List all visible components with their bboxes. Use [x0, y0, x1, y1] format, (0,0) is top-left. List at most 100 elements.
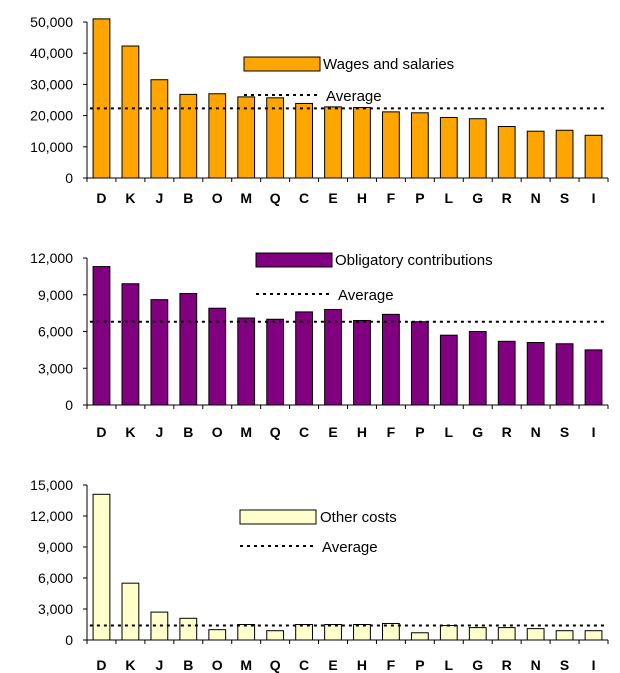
chart-1: 0 10,000 20,000 30,000 40,000 50,000 D K J B O M Q C E…	[30, 14, 609, 206]
bar-O	[208, 93, 227, 179]
bar-L	[439, 334, 458, 406]
bar-C	[295, 624, 313, 641]
y-tick-label: 3,000	[38, 601, 73, 617]
x-tick-label: M	[240, 657, 252, 673]
legend-swatch	[239, 509, 317, 525]
legend-average-label: Average	[338, 287, 394, 304]
bar-D	[92, 493, 111, 641]
bar-P	[410, 632, 429, 641]
bar-Q	[266, 318, 285, 406]
bar-J	[150, 79, 169, 179]
x-tick-label: H	[357, 424, 367, 440]
legend-average-label: Average	[322, 539, 378, 556]
x-tick-label: C	[299, 657, 309, 673]
y-tick-label: 30,000	[30, 76, 73, 92]
bar-K	[121, 283, 140, 406]
x-tick-label: G	[472, 657, 483, 673]
y-tick-label: 15,000	[30, 477, 73, 493]
x-tick-label: F	[387, 190, 396, 206]
x-tick-label: C	[299, 424, 309, 440]
x-tick-label: N	[531, 657, 541, 673]
bar-Q	[266, 630, 285, 641]
x-tick-label: D	[96, 657, 106, 673]
legend: Obligatory contributions Average	[255, 252, 493, 304]
x-tick-label: E	[328, 424, 337, 440]
bar-G	[468, 118, 487, 179]
bar-G	[468, 627, 487, 641]
y-tick-label: 50,000	[30, 14, 73, 30]
bar-I	[584, 349, 603, 406]
x-tick-label: F	[387, 424, 396, 440]
bar-H	[353, 319, 371, 406]
y-tick-label: 10,000	[30, 139, 73, 155]
bar-M	[237, 624, 256, 641]
y-tick-label: 6,000	[38, 324, 73, 340]
bar-P	[410, 112, 429, 179]
x-tick-label: R	[502, 424, 512, 440]
bar-E	[324, 624, 342, 641]
bar-O	[208, 629, 227, 641]
bar-F	[382, 622, 400, 641]
bar-B	[179, 617, 198, 641]
legend: Other costs Average	[239, 509, 397, 556]
y-tick-label: 0	[65, 170, 73, 186]
bar-H	[353, 106, 371, 179]
legend-swatch	[243, 56, 321, 72]
x-tick-label: B	[183, 657, 193, 673]
x-tick-label: R	[502, 657, 512, 673]
chart-3: 0 3,000 6,000 9,000 12,000 15,000 D K J B O M Q C E H F P…	[30, 477, 609, 673]
bar-I	[584, 134, 603, 179]
x-tick-label: G	[472, 424, 483, 440]
x-tick-label: M	[240, 424, 252, 440]
x-tick-label: Q	[270, 190, 281, 206]
bar-M	[237, 96, 256, 179]
x-tick-label: N	[531, 190, 541, 206]
x-tick-label: S	[560, 657, 569, 673]
y-tick-label: 20,000	[30, 108, 73, 124]
bar-K	[121, 45, 140, 179]
bar-C	[295, 311, 313, 406]
bar-N	[526, 628, 545, 641]
x-tick-label: K	[125, 657, 135, 673]
legend: Wages and salaries Average	[243, 56, 454, 105]
bar-S	[555, 343, 574, 406]
bar-Q	[266, 97, 285, 179]
bar-K	[121, 582, 140, 641]
x-tick-label: J	[155, 190, 163, 206]
x-tick-label: D	[96, 190, 106, 206]
y-tick-label: 3,000	[38, 360, 73, 376]
y-tick-label: 6,000	[38, 570, 73, 586]
x-tick-label: J	[155, 424, 163, 440]
bar-B	[179, 293, 198, 406]
x-tick-label: P	[415, 657, 424, 673]
bar-E	[324, 106, 342, 179]
chart-2: 0 3,000 6,000 9,000 12,000 D K J B O M Q C E H F P L G R N S I…	[30, 250, 609, 440]
x-tick-label: M	[240, 190, 252, 206]
bar-N	[526, 130, 545, 179]
legend-label: Other costs	[320, 509, 397, 526]
bar-R	[497, 627, 516, 641]
x-tick-label: K	[125, 190, 135, 206]
x-tick-label: K	[125, 424, 135, 440]
x-tick-label: C	[299, 190, 309, 206]
x-tick-label: Q	[270, 424, 281, 440]
x-tick-label: N	[531, 424, 541, 440]
x-tick-label: Q	[270, 657, 281, 673]
x-tick-label: L	[445, 424, 454, 440]
x-tick-label: F	[387, 657, 396, 673]
bar-I	[584, 630, 603, 641]
bar-D	[92, 18, 111, 179]
bar-F	[382, 313, 400, 406]
x-tick-label: H	[357, 657, 367, 673]
bar-N	[526, 342, 545, 406]
x-tick-label: O	[212, 657, 223, 673]
bar-E	[324, 308, 342, 406]
y-tick-label: 9,000	[38, 539, 73, 555]
x-tick-label: B	[183, 424, 193, 440]
bar-M	[237, 317, 256, 406]
x-tick-label: E	[328, 657, 337, 673]
x-tick-label: L	[445, 190, 454, 206]
x-tick-label: S	[560, 424, 569, 440]
bar-P	[410, 321, 429, 406]
